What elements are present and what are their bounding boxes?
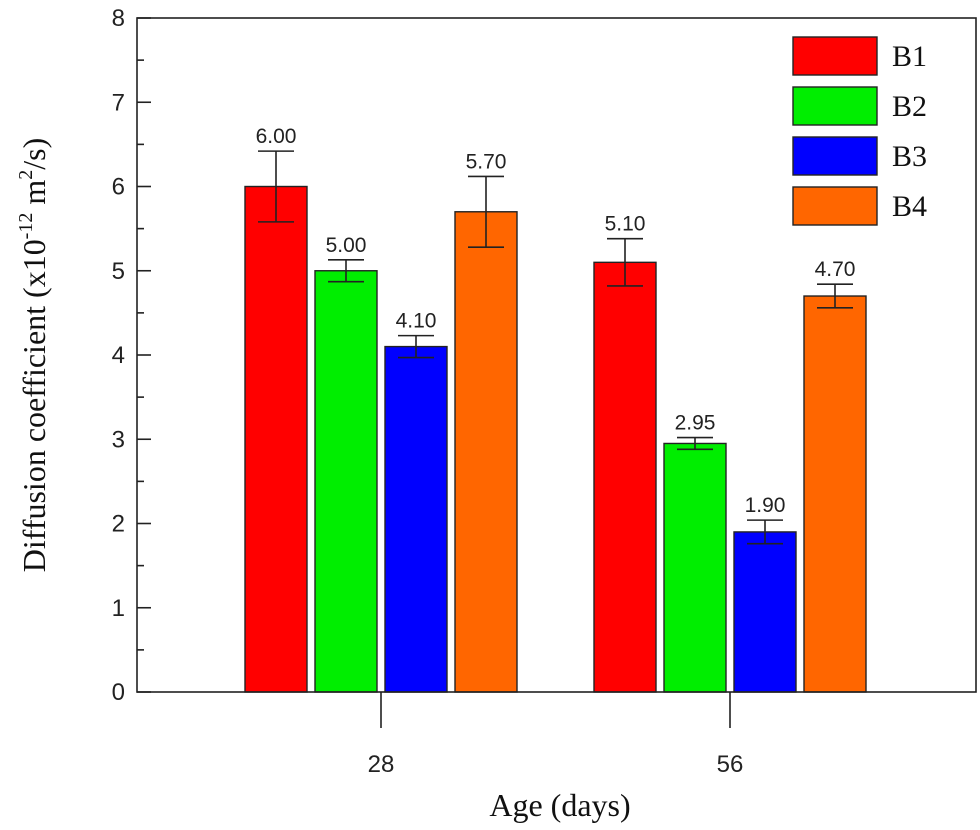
bars-layer bbox=[244, 185, 867, 693]
bar-b4-28 bbox=[454, 211, 518, 693]
legend-swatch-b2 bbox=[792, 86, 878, 126]
x-axis: 28 56 bbox=[368, 692, 744, 778]
error-bar-b3-56 bbox=[747, 519, 783, 545]
data-label-b2-56: 2.95 bbox=[675, 412, 716, 435]
legend: B1 B2 B3 B4 bbox=[792, 36, 927, 226]
bar-b3-28 bbox=[384, 345, 448, 693]
y-axis-title: Diffusion coefficient (x10-12 m2/s) bbox=[15, 138, 52, 573]
x-tick-label: 56 bbox=[717, 751, 744, 778]
y-axis-title-exponent-1: -12 bbox=[15, 213, 37, 240]
data-label-b3-56: 1.90 bbox=[745, 494, 786, 517]
error-bar-b1-28 bbox=[258, 150, 294, 223]
legend-swatch-b3 bbox=[792, 136, 878, 176]
bar-b2-28 bbox=[314, 270, 378, 693]
y-tick-label: 7 bbox=[112, 89, 125, 116]
y-axis-title-suffix: /s) bbox=[16, 138, 52, 170]
error-bars-layer bbox=[258, 150, 853, 545]
legend-label-b1: B1 bbox=[892, 40, 927, 73]
data-label-b4-56: 4.70 bbox=[815, 258, 856, 281]
data-label-b1-28: 6.00 bbox=[256, 125, 297, 148]
y-tick-label: 3 bbox=[112, 426, 125, 453]
y-tick-label: 0 bbox=[112, 679, 125, 706]
legend-swatch-b4 bbox=[792, 186, 878, 226]
error-bar-b4-56 bbox=[817, 283, 853, 309]
x-tick-label: 28 bbox=[368, 751, 395, 778]
error-bar-b2-28 bbox=[328, 258, 364, 283]
y-tick-label: 4 bbox=[112, 342, 125, 369]
data-label-b1-56: 5.10 bbox=[605, 213, 646, 236]
bar-b4-56 bbox=[803, 295, 867, 693]
legend-label-b3: B3 bbox=[892, 140, 927, 173]
error-bar-b1-56 bbox=[607, 237, 643, 287]
y-axis: 0 1 2 3 4 5 6 7 8 bbox=[112, 5, 151, 706]
legend-label-b2: B2 bbox=[892, 90, 927, 123]
x-axis-title: Age (days) bbox=[489, 787, 630, 823]
error-bar-b2-56 bbox=[677, 436, 713, 451]
bar-b1-56 bbox=[593, 261, 657, 693]
data-labels-layer: 6.00 5.00 4.10 5.70 5.10 2.95 1.90 4.70 bbox=[256, 125, 856, 517]
plot-frame bbox=[136, 17, 977, 693]
bar-b3-56 bbox=[733, 531, 797, 693]
data-label-b4-28: 5.70 bbox=[466, 150, 507, 173]
y-tick-label: 8 bbox=[112, 5, 125, 32]
data-label-b2-28: 5.00 bbox=[326, 234, 367, 257]
bar-b2-56 bbox=[663, 442, 727, 693]
legend-label-b4: B4 bbox=[892, 190, 927, 223]
y-axis-title-prefix: Diffusion coefficient (x10 bbox=[16, 239, 52, 572]
bar-b1-28 bbox=[244, 185, 308, 693]
y-tick-label: 6 bbox=[112, 174, 125, 201]
y-tick-label: 1 bbox=[112, 595, 125, 622]
y-tick-label: 5 bbox=[112, 258, 125, 285]
error-bar-b3-28 bbox=[398, 334, 434, 359]
y-axis-title-exponent-2: 2 bbox=[15, 170, 37, 180]
data-label-b3-28: 4.10 bbox=[396, 310, 437, 333]
y-axis-title-unit: m bbox=[16, 180, 52, 213]
error-bar-b4-28 bbox=[468, 175, 504, 248]
legend-swatch-b1 bbox=[792, 36, 878, 76]
y-tick-label: 2 bbox=[112, 511, 125, 538]
